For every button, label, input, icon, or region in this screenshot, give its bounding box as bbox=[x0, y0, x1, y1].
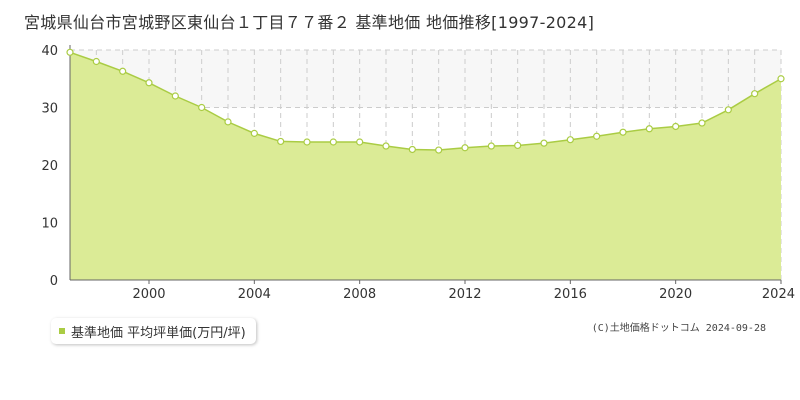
data-point bbox=[645, 125, 653, 133]
data-point bbox=[92, 57, 100, 66]
series-line bbox=[69, 51, 782, 151]
data-point bbox=[566, 136, 574, 144]
x-tick-label: 2004 bbox=[238, 287, 271, 302]
data-point bbox=[119, 67, 127, 75]
data-point bbox=[145, 79, 153, 87]
data-point bbox=[619, 128, 627, 136]
data-point bbox=[487, 142, 495, 150]
legend: 基準地価 平均坪単価(万円/坪) bbox=[51, 318, 256, 344]
data-point bbox=[303, 138, 311, 146]
x-tick-labels: 2000 2004 2008 2012 2016 2020 2024 bbox=[132, 287, 795, 302]
data-point bbox=[751, 90, 759, 98]
legend-marker-icon bbox=[59, 328, 65, 334]
data-point bbox=[435, 146, 443, 154]
x-tick-label: 2012 bbox=[448, 287, 481, 302]
y-tick-label: 30 bbox=[41, 102, 58, 117]
axes bbox=[69, 45, 782, 284]
area-fill bbox=[69, 51, 782, 280]
data-point bbox=[250, 129, 258, 137]
data-point bbox=[66, 48, 74, 56]
x-tick-label: 2016 bbox=[554, 287, 587, 302]
data-point bbox=[514, 141, 522, 150]
x-tick-label: 2008 bbox=[343, 287, 376, 302]
y-tick-label: 40 bbox=[41, 44, 58, 59]
data-point bbox=[356, 138, 364, 146]
chart-title: 宮城県仙台市宮城野区東仙台１丁目７７番２ 基準地価 地価推移[1997-2024… bbox=[24, 13, 595, 32]
data-point bbox=[171, 92, 179, 100]
y-tick-label: 10 bbox=[41, 217, 58, 232]
x-tick-label: 2000 bbox=[132, 287, 165, 302]
y-tick-label: 0 bbox=[50, 274, 58, 289]
data-points bbox=[66, 48, 785, 154]
data-point bbox=[698, 119, 706, 127]
data-point bbox=[672, 122, 680, 131]
series-area bbox=[70, 52, 781, 280]
data-point bbox=[461, 144, 469, 152]
data-point bbox=[329, 138, 337, 146]
background-band bbox=[70, 50, 781, 108]
copyright-credit: (C)土地価格ドットコム 2024-09-28 bbox=[591, 323, 766, 334]
data-point bbox=[593, 132, 601, 140]
data-point bbox=[540, 139, 548, 147]
y-tick-labels: 0 10 20 30 40 bbox=[41, 44, 58, 289]
data-point bbox=[224, 118, 232, 126]
legend-label: 基準地価 平均坪単価(万円/坪) bbox=[71, 325, 246, 341]
x-tick-label: 2020 bbox=[659, 287, 692, 302]
data-point bbox=[277, 137, 285, 146]
data-point bbox=[408, 145, 416, 154]
data-point bbox=[777, 75, 785, 83]
x-tick-label: 2024 bbox=[762, 287, 795, 302]
y-tick-label: 20 bbox=[41, 159, 58, 174]
data-point bbox=[198, 103, 206, 112]
data-point bbox=[724, 106, 732, 114]
data-point bbox=[382, 142, 390, 150]
